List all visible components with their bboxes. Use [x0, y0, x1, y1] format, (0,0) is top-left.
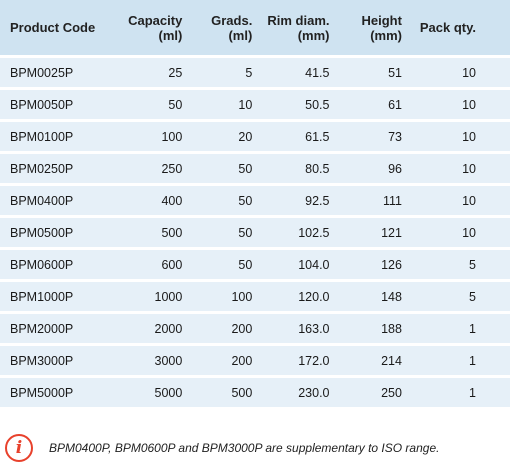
cell-pack-qty: 10: [406, 154, 510, 183]
cell-product-code: BPM5000P: [0, 378, 116, 407]
cell-height: 188: [333, 314, 407, 343]
cell-pack-qty: 5: [406, 282, 510, 311]
cell-rim-diameter: 80.5: [255, 154, 334, 183]
cell-product-code: BPM0050P: [0, 90, 116, 119]
cell-capacity: 2000: [115, 314, 186, 343]
cell-grads: 500: [185, 378, 256, 407]
cell-height: 214: [333, 346, 407, 375]
cell-product-code: BPM0500P: [0, 218, 116, 247]
cell-grads: 10: [185, 90, 256, 119]
cell-pack-qty: 10: [406, 90, 510, 119]
cell-grads: 100: [185, 282, 256, 311]
info-icon-glyph: i: [15, 437, 23, 458]
cell-height: 73: [333, 122, 407, 151]
table-row: BPM0500P 500 50 102.5 121 10: [0, 218, 510, 247]
cell-pack-qty: 10: [406, 218, 510, 247]
cell-rim-diameter: 230.0: [255, 378, 334, 407]
cell-capacity: 250: [115, 154, 186, 183]
cell-rim-diameter: 41.5: [255, 58, 334, 87]
cell-height: 61: [333, 90, 407, 119]
cell-grads: 50: [185, 218, 256, 247]
cell-grads: 200: [185, 314, 256, 343]
cell-pack-qty: 1: [406, 378, 510, 407]
table-row: BPM0025P 25 5 41.5 51 10: [0, 58, 510, 87]
cell-pack-qty: 1: [406, 346, 510, 375]
cell-capacity: 50: [115, 90, 186, 119]
note-text: BPM0400P, BPM0600P and BPM3000P are supp…: [49, 441, 440, 455]
info-icon: i: [5, 434, 33, 462]
cell-capacity: 600: [115, 250, 186, 279]
header-pack-qty: Pack qty.: [406, 0, 510, 55]
table-row: BPM0600P 600 50 104.0 126 5: [0, 250, 510, 279]
cell-rim-diameter: 61.5: [255, 122, 334, 151]
cell-height: 111: [333, 186, 407, 215]
cell-pack-qty: 10: [406, 186, 510, 215]
supplementary-note: i BPM0400P, BPM0600P and BPM3000P are su…: [0, 428, 511, 468]
cell-capacity: 500: [115, 218, 186, 247]
cell-pack-qty: 10: [406, 58, 510, 87]
product-spec-table: Product Code Capacity (ml) Grads. (ml) R…: [0, 0, 510, 407]
table-row: BPM0250P 250 50 80.5 96 10: [0, 154, 510, 183]
cell-pack-qty: 10: [406, 122, 510, 151]
table-row: BPM1000P 1000 100 120.0 148 5: [0, 282, 510, 311]
table-row: BPM0100P 100 20 61.5 73 10: [0, 122, 510, 151]
cell-product-code: BPM0100P: [0, 122, 116, 151]
cell-rim-diameter: 50.5: [255, 90, 334, 119]
cell-pack-qty: 5: [406, 250, 510, 279]
cell-grads: 50: [185, 250, 256, 279]
cell-rim-diameter: 102.5: [255, 218, 334, 247]
cell-height: 148: [333, 282, 407, 311]
header-capacity: Capacity (ml): [115, 0, 186, 55]
cell-grads: 50: [185, 186, 256, 215]
cell-pack-qty: 1: [406, 314, 510, 343]
cell-grads: 200: [185, 346, 256, 375]
cell-height: 121: [333, 218, 407, 247]
cell-grads: 50: [185, 154, 256, 183]
header-rim-diameter: Rim diam. (mm): [255, 0, 334, 55]
cell-product-code: BPM1000P: [0, 282, 116, 311]
cell-product-code: BPM0250P: [0, 154, 116, 183]
cell-rim-diameter: 172.0: [255, 346, 334, 375]
cell-rim-diameter: 163.0: [255, 314, 334, 343]
cell-product-code: BPM2000P: [0, 314, 116, 343]
table-row: BPM3000P 3000 200 172.0 214 1: [0, 346, 510, 375]
cell-product-code: BPM0400P: [0, 186, 116, 215]
header-height: Height (mm): [333, 0, 407, 55]
table-header: Product Code Capacity (ml) Grads. (ml) R…: [0, 0, 510, 55]
header-grads: Grads. (ml): [185, 0, 256, 55]
table-row: BPM2000P 2000 200 163.0 188 1: [0, 314, 510, 343]
cell-grads: 5: [185, 58, 256, 87]
cell-capacity: 5000: [115, 378, 186, 407]
cell-grads: 20: [185, 122, 256, 151]
table-row: BPM0400P 400 50 92.5 111 10: [0, 186, 510, 215]
cell-product-code: BPM0600P: [0, 250, 116, 279]
header-product-code: Product Code: [0, 0, 116, 55]
table-header-row: Product Code Capacity (ml) Grads. (ml) R…: [0, 0, 510, 55]
cell-capacity: 400: [115, 186, 186, 215]
cell-product-code: BPM0025P: [0, 58, 116, 87]
cell-capacity: 1000: [115, 282, 186, 311]
cell-rim-diameter: 120.0: [255, 282, 334, 311]
table-body: BPM0025P 25 5 41.5 51 10 BPM0050P 50 10 …: [0, 58, 510, 407]
cell-height: 126: [333, 250, 407, 279]
table-row: BPM5000P 5000 500 230.0 250 1: [0, 378, 510, 407]
cell-product-code: BPM3000P: [0, 346, 116, 375]
cell-height: 51: [333, 58, 407, 87]
cell-capacity: 3000: [115, 346, 186, 375]
cell-capacity: 100: [115, 122, 186, 151]
cell-height: 96: [333, 154, 407, 183]
cell-rim-diameter: 92.5: [255, 186, 334, 215]
table-row: BPM0050P 50 10 50.5 61 10: [0, 90, 510, 119]
cell-height: 250: [333, 378, 407, 407]
cell-capacity: 25: [115, 58, 186, 87]
cell-rim-diameter: 104.0: [255, 250, 334, 279]
